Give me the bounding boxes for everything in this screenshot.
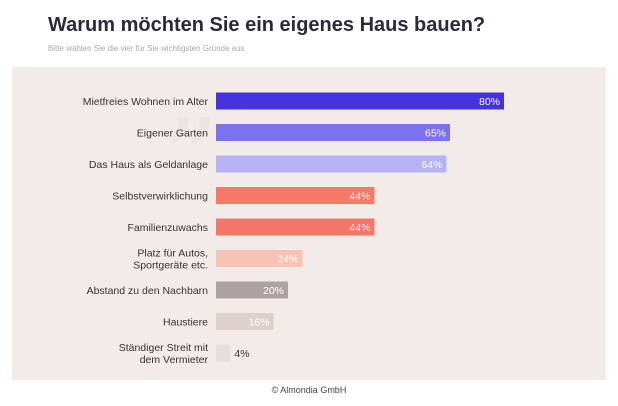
value-label: 24%: [277, 254, 298, 266]
bar: [216, 218, 375, 236]
value-label: 44%: [349, 191, 370, 203]
copyright-footer: © Almondia GmbH: [271, 385, 347, 395]
bar: [216, 344, 231, 362]
bar: [216, 187, 375, 204]
value-label: 4%: [234, 348, 249, 360]
value-label: 44%: [349, 222, 370, 234]
chart-subtitle: Bitte wählen Sie die vier für Sie wichti…: [48, 44, 245, 53]
category-label: Mietfreies Wohnen im Alter: [83, 96, 209, 108]
category-label: Abstand zu den Nachbarn: [87, 285, 209, 297]
bar: [216, 92, 504, 110]
value-label: 16%: [249, 317, 270, 329]
bar: [216, 155, 447, 173]
category-label: Eigener Garten: [137, 128, 208, 140]
value-label: 64%: [421, 159, 442, 171]
category-label: Familienzuwachs: [127, 222, 208, 234]
bar: [216, 124, 450, 141]
category-label: Ständiger Streit mit dem Vermieter: [119, 342, 209, 366]
value-label: 20%: [263, 285, 284, 297]
category-label: Selbstverwirklichung: [112, 191, 208, 203]
bar: [216, 313, 274, 330]
category-label: Platz für Autos, Sportgeräte etc.: [133, 248, 208, 272]
bar-chart: Mietfreies Wohnen im Alter 80% Eigener Gar…: [83, 92, 504, 366]
chart-title: Warum möchten Sie ein eigenes Haus bauen…: [48, 14, 486, 36]
category-label: Haustiere: [163, 317, 208, 329]
quote-mark-decoration: „: [164, 27, 221, 155]
bar: [216, 250, 303, 267]
category-label: Das Haus als Geldanlage: [89, 159, 208, 171]
value-label: 80%: [479, 96, 500, 108]
value-label: 65%: [425, 128, 446, 140]
bar: [216, 281, 288, 299]
